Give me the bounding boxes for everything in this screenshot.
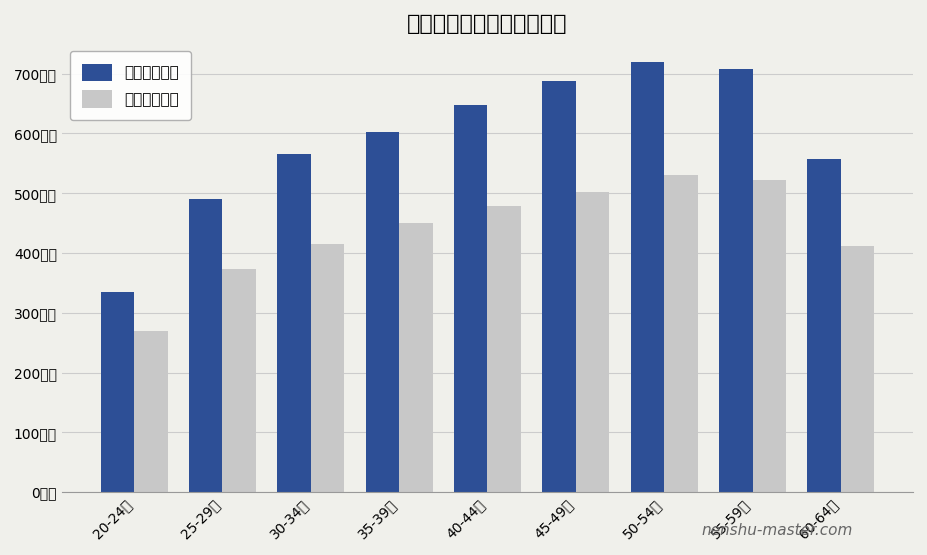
- Bar: [719, 69, 753, 492]
- Bar: [222, 269, 256, 492]
- Title: 東邦瓦斯の年齢別平均年収: 東邦瓦斯の年齢別平均年収: [407, 14, 567, 34]
- Bar: [576, 192, 609, 492]
- Bar: [277, 154, 311, 492]
- Bar: [630, 62, 664, 492]
- Bar: [542, 81, 576, 492]
- Bar: [311, 244, 345, 492]
- Bar: [841, 246, 874, 492]
- Bar: [365, 132, 400, 492]
- Bar: [753, 180, 786, 492]
- Bar: [454, 105, 488, 492]
- Bar: [488, 206, 521, 492]
- Bar: [807, 159, 841, 492]
- Bar: [664, 175, 698, 492]
- Bar: [134, 331, 168, 492]
- Legend: 想定平均年収, 全国平均年収: 想定平均年収, 全国平均年収: [70, 52, 192, 120]
- Bar: [100, 292, 134, 492]
- Text: nenshu-master.com: nenshu-master.com: [702, 523, 853, 538]
- Bar: [189, 199, 222, 492]
- Bar: [400, 223, 433, 492]
